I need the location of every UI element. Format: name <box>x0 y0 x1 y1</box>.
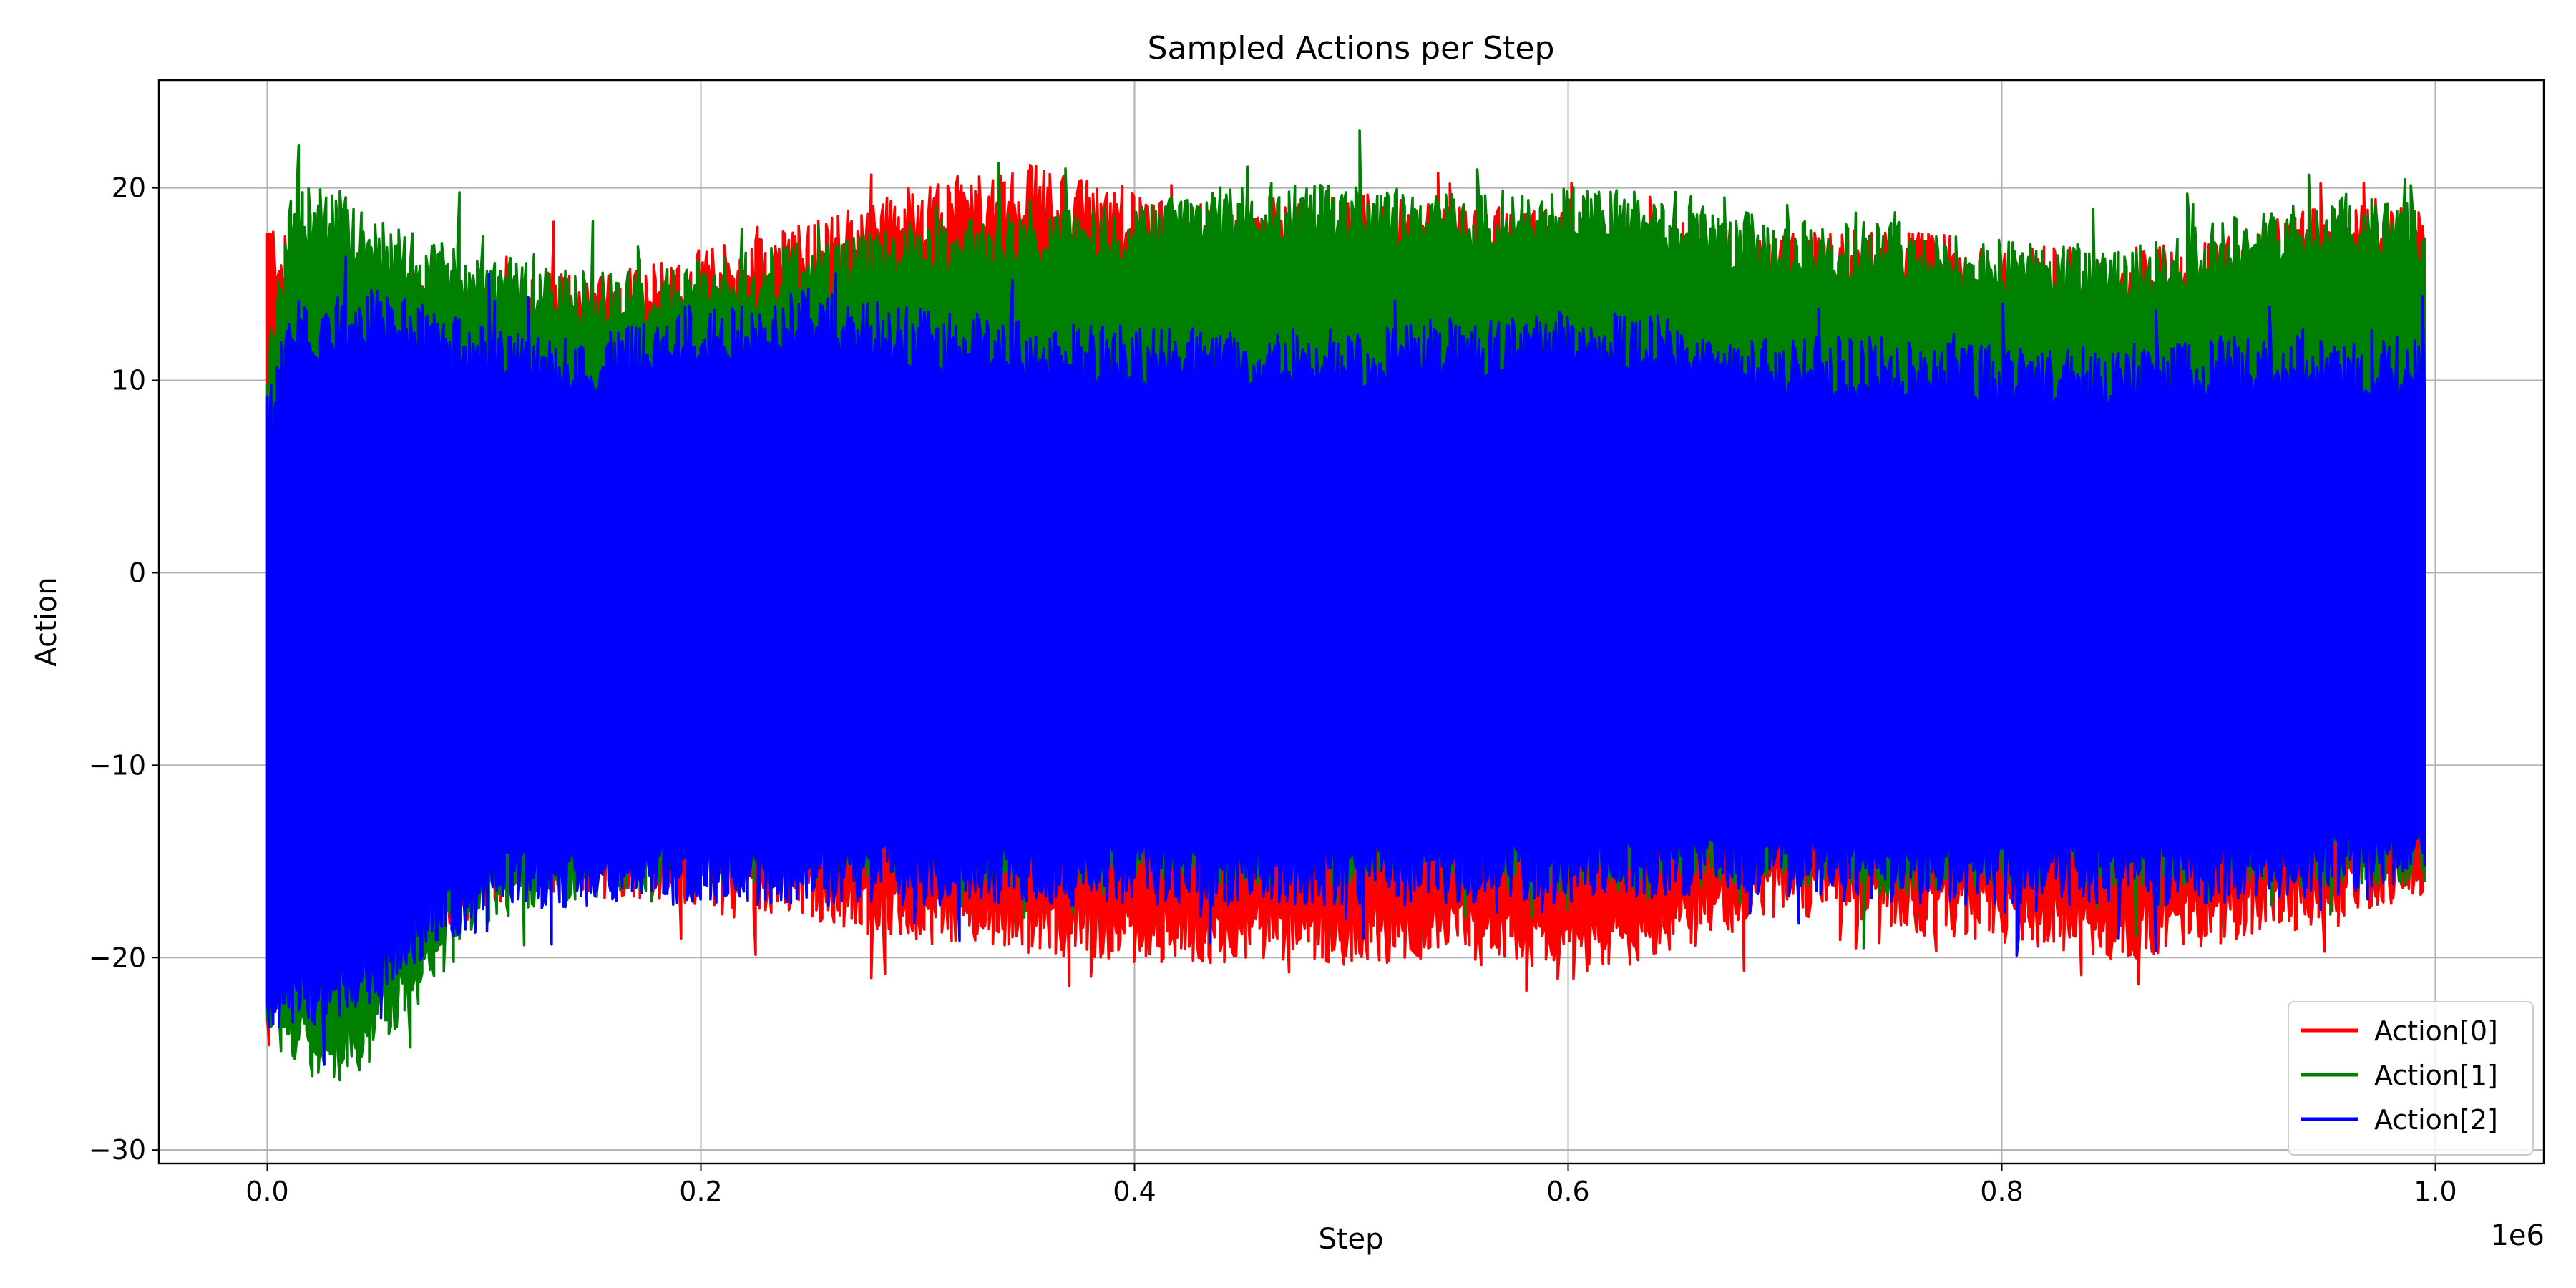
plot-area <box>265 129 2426 1082</box>
y-tick-label: 10 <box>112 365 146 396</box>
x-offset-label: 1e6 <box>2490 1219 2545 1252</box>
x-tick-label: 0.0 <box>245 1176 288 1207</box>
x-tick-label: 0.6 <box>1546 1176 1589 1207</box>
y-axis-label: Action <box>30 577 63 666</box>
legend-label: Action[2] <box>2374 1104 2498 1136</box>
x-tick-label: 0.4 <box>1113 1176 1156 1207</box>
legend-label: Action[1] <box>2374 1060 2498 1091</box>
y-tick-label: 0 <box>129 557 146 588</box>
legend: Action[0] Action[1] Action[2] <box>2288 1001 2534 1156</box>
legend-label: Action[0] <box>2374 1015 2498 1047</box>
x-tick-label: 0.8 <box>1980 1176 2023 1207</box>
axis-ticks: 0.0 0.2 0.4 0.6 0.8 1.0 −30 −20 −10 0 10 20 <box>89 172 2457 1207</box>
y-tick-label: −20 <box>89 942 146 973</box>
x-axis-label: Step <box>1318 1223 1383 1256</box>
y-tick-label: −30 <box>89 1134 146 1166</box>
y-tick-label: 20 <box>112 172 146 204</box>
y-tick-label: −10 <box>89 749 146 781</box>
x-tick-label: 0.2 <box>679 1176 722 1207</box>
axes-frame <box>157 79 2545 1165</box>
x-tick-label: 1.0 <box>2414 1176 2457 1207</box>
chart-title: Sampled Actions per Step <box>1148 30 1555 67</box>
legend-box <box>2288 1001 2534 1156</box>
series-line-2 <box>265 255 2426 1066</box>
